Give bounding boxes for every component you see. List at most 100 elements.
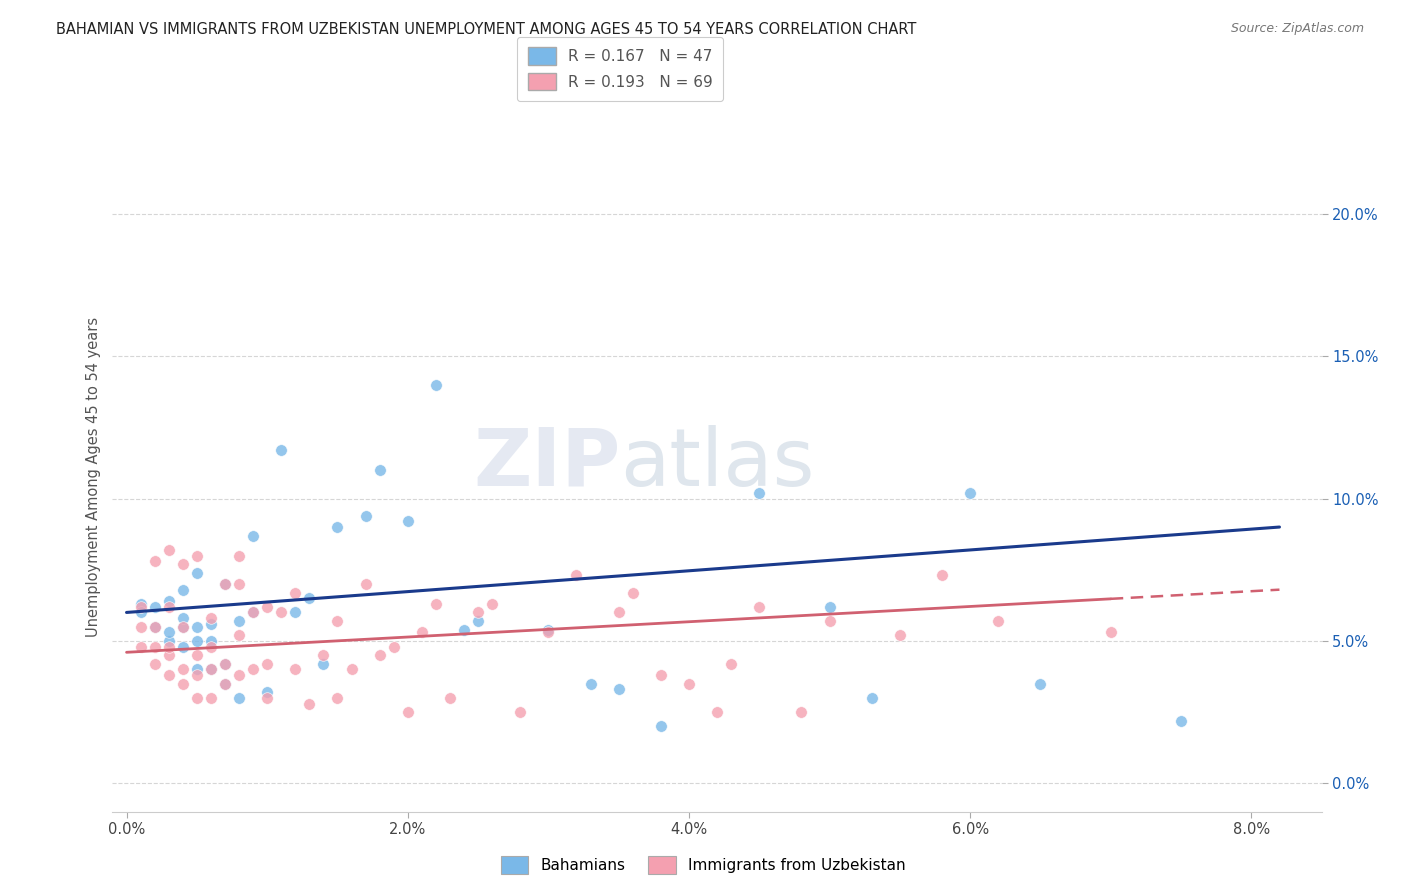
Point bbox=[579, 676, 602, 690]
Point bbox=[326, 614, 349, 628]
Point bbox=[186, 668, 208, 682]
Point bbox=[214, 577, 236, 591]
Point bbox=[748, 599, 770, 614]
Point bbox=[214, 676, 236, 690]
Point bbox=[368, 463, 391, 477]
Point bbox=[467, 614, 489, 628]
Point bbox=[284, 585, 307, 599]
Point bbox=[157, 640, 180, 654]
Point bbox=[228, 628, 250, 642]
Point bbox=[509, 705, 531, 719]
Point bbox=[186, 662, 208, 676]
Point bbox=[200, 640, 222, 654]
Point bbox=[157, 542, 180, 557]
Point bbox=[129, 597, 152, 611]
Text: BAHAMIAN VS IMMIGRANTS FROM UZBEKISTAN UNEMPLOYMENT AMONG AGES 45 TO 54 YEARS CO: BAHAMIAN VS IMMIGRANTS FROM UZBEKISTAN U… bbox=[56, 22, 917, 37]
Point bbox=[706, 705, 728, 719]
Point bbox=[228, 614, 250, 628]
Point bbox=[298, 591, 321, 606]
Point bbox=[467, 606, 489, 620]
Point bbox=[157, 625, 180, 640]
Point bbox=[270, 606, 292, 620]
Point bbox=[382, 640, 405, 654]
Point bbox=[818, 614, 841, 628]
Point bbox=[186, 634, 208, 648]
Point bbox=[284, 662, 307, 676]
Point bbox=[340, 662, 363, 676]
Point bbox=[678, 676, 700, 690]
Point bbox=[172, 620, 194, 634]
Point bbox=[157, 594, 180, 608]
Point bbox=[143, 620, 166, 634]
Point bbox=[143, 620, 166, 634]
Point bbox=[621, 585, 644, 599]
Point bbox=[537, 625, 560, 640]
Point bbox=[312, 648, 335, 662]
Point bbox=[129, 599, 152, 614]
Point bbox=[242, 606, 264, 620]
Point bbox=[172, 662, 194, 676]
Point bbox=[396, 705, 419, 719]
Point bbox=[143, 554, 166, 568]
Point bbox=[172, 611, 194, 625]
Point bbox=[270, 443, 292, 458]
Point bbox=[425, 597, 447, 611]
Point bbox=[790, 705, 813, 719]
Point bbox=[228, 577, 250, 591]
Point bbox=[186, 648, 208, 662]
Point bbox=[650, 668, 672, 682]
Point bbox=[214, 657, 236, 671]
Point bbox=[354, 577, 377, 591]
Text: Source: ZipAtlas.com: Source: ZipAtlas.com bbox=[1230, 22, 1364, 36]
Point bbox=[256, 685, 278, 699]
Point bbox=[214, 676, 236, 690]
Point bbox=[214, 577, 236, 591]
Point bbox=[143, 657, 166, 671]
Point bbox=[439, 690, 461, 705]
Point bbox=[143, 599, 166, 614]
Legend: Bahamians, Immigrants from Uzbekistan: Bahamians, Immigrants from Uzbekistan bbox=[495, 850, 911, 880]
Point bbox=[1099, 625, 1122, 640]
Point bbox=[481, 597, 503, 611]
Point bbox=[214, 657, 236, 671]
Point bbox=[157, 648, 180, 662]
Point bbox=[256, 690, 278, 705]
Point bbox=[860, 690, 883, 705]
Point bbox=[607, 606, 630, 620]
Point bbox=[256, 657, 278, 671]
Point bbox=[565, 568, 588, 582]
Point bbox=[129, 640, 152, 654]
Point bbox=[396, 514, 419, 528]
Point bbox=[129, 620, 152, 634]
Point bbox=[129, 606, 152, 620]
Point bbox=[228, 690, 250, 705]
Point bbox=[157, 599, 180, 614]
Point bbox=[889, 628, 911, 642]
Point bbox=[650, 719, 672, 733]
Point bbox=[354, 508, 377, 523]
Point bbox=[312, 657, 335, 671]
Point bbox=[200, 616, 222, 631]
Point bbox=[200, 662, 222, 676]
Point bbox=[228, 549, 250, 563]
Legend: R = 0.167   N = 47, R = 0.193   N = 69: R = 0.167 N = 47, R = 0.193 N = 69 bbox=[517, 37, 723, 101]
Point bbox=[453, 623, 475, 637]
Point bbox=[368, 648, 391, 662]
Point bbox=[959, 486, 981, 500]
Point bbox=[186, 549, 208, 563]
Point bbox=[143, 640, 166, 654]
Point bbox=[200, 662, 222, 676]
Point bbox=[818, 599, 841, 614]
Y-axis label: Unemployment Among Ages 45 to 54 years: Unemployment Among Ages 45 to 54 years bbox=[86, 318, 101, 637]
Text: ZIP: ZIP bbox=[472, 425, 620, 503]
Point bbox=[987, 614, 1010, 628]
Point bbox=[200, 634, 222, 648]
Point bbox=[411, 625, 433, 640]
Point bbox=[720, 657, 742, 671]
Point bbox=[242, 528, 264, 542]
Point bbox=[172, 620, 194, 634]
Point bbox=[256, 599, 278, 614]
Point bbox=[172, 582, 194, 597]
Point bbox=[931, 568, 953, 582]
Point bbox=[228, 668, 250, 682]
